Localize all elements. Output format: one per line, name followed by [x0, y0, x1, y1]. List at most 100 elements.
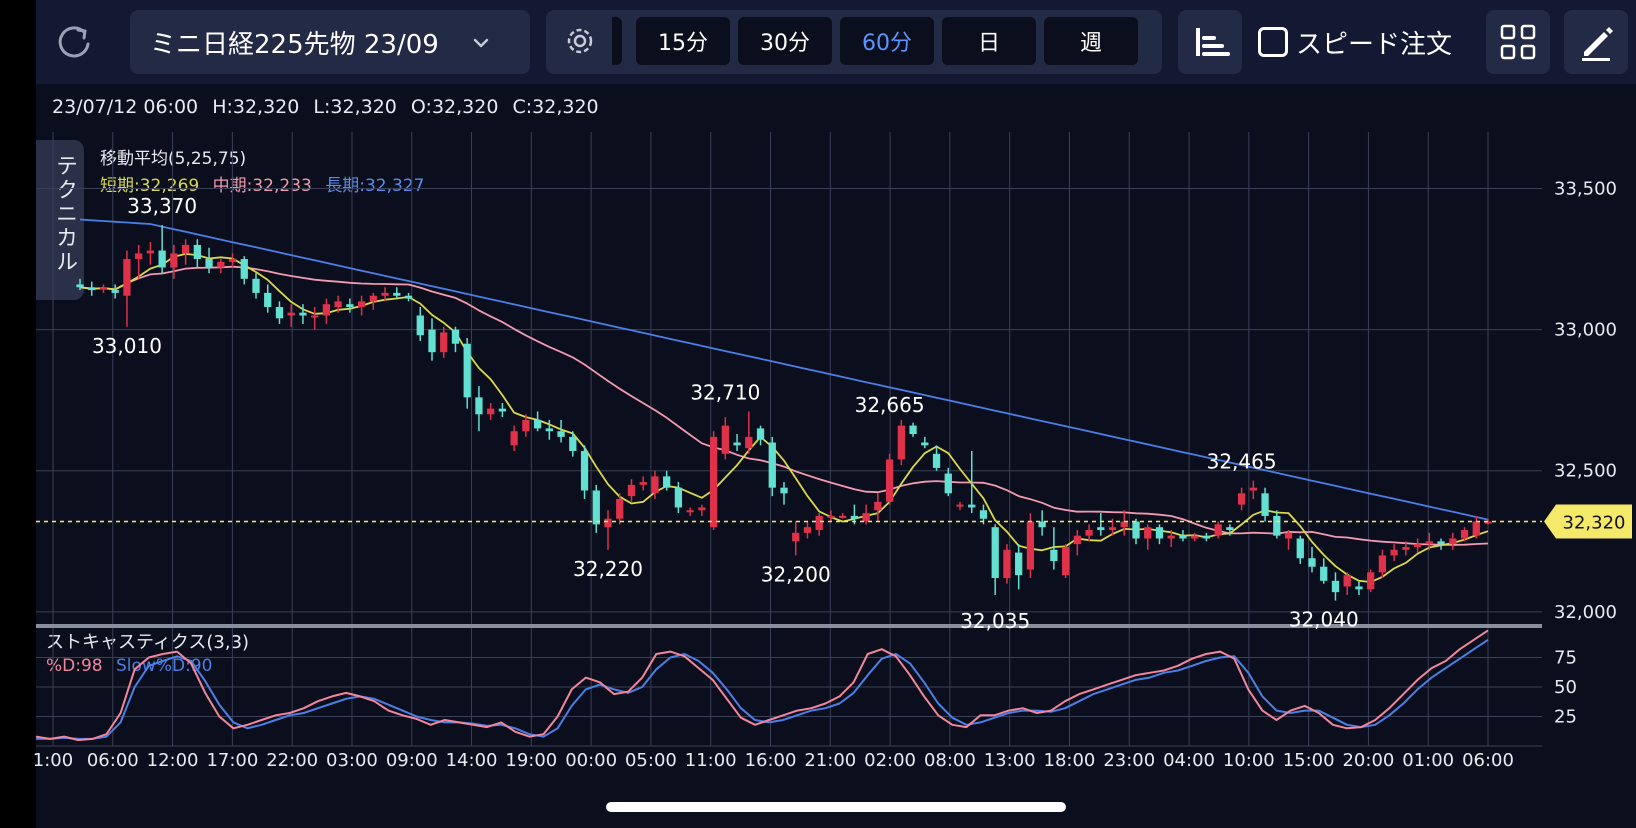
x-tick-label: 13:00 [984, 750, 1036, 771]
candle-body [1402, 546, 1410, 550]
x-tick-label: 20:00 [1342, 750, 1394, 771]
candle-body [968, 504, 976, 508]
candle-body [827, 515, 835, 518]
stoch-tick-label: 25 [1554, 707, 1577, 728]
ma-mid-label: 中期:32,233 [212, 176, 312, 196]
candle-body [874, 501, 882, 511]
ohlc-low: L:32,320 [313, 96, 397, 118]
refresh-button[interactable] [50, 18, 98, 66]
candle-body [1343, 575, 1351, 587]
candle-body [1367, 572, 1375, 590]
candle-body [1261, 493, 1269, 516]
layout-button[interactable] [1486, 10, 1550, 74]
tab-60min[interactable]: 60分 [840, 17, 934, 65]
candle-body [1484, 521, 1492, 524]
y-tick-label: 33,000 [1554, 320, 1617, 341]
x-tick-label: 06:00 [1462, 750, 1514, 771]
candle-body [756, 428, 765, 440]
chart-area [36, 0, 1636, 828]
x-tick-label: 22:00 [266, 750, 318, 771]
candle-body [792, 532, 800, 542]
candle-body [170, 253, 178, 268]
tab-day[interactable]: 日 [942, 17, 1036, 65]
speed-order-checkbox[interactable] [1258, 27, 1288, 57]
x-tick-label: 02:00 [864, 750, 916, 771]
candle-body [1355, 586, 1363, 590]
candle-body [1226, 527, 1234, 531]
candle-body [1050, 549, 1058, 562]
tab-15min[interactable]: 15分 [636, 17, 730, 65]
candle-body [592, 490, 600, 525]
candle-body [393, 292, 401, 296]
candle-body [193, 244, 201, 260]
candle-body [569, 436, 577, 451]
candle-body [921, 442, 929, 446]
stoch-tick-label: 75 [1554, 648, 1577, 669]
tab-week[interactable]: 週 [1044, 17, 1138, 65]
price-annotation: 32,710 [690, 380, 760, 404]
refresh-icon [58, 26, 90, 58]
candle-body [487, 408, 495, 415]
candle-body [1284, 532, 1293, 539]
candle-body [944, 473, 952, 494]
candle-body [217, 261, 225, 268]
candle-body [839, 515, 847, 518]
candle-body [1097, 527, 1105, 531]
candle-body [1132, 521, 1140, 539]
ohlc-high: H:32,320 [212, 96, 300, 118]
speed-order-label: スピード注文 [1296, 29, 1453, 60]
candle-body [1155, 527, 1164, 539]
stoch-title: ストキャスティクス(3,3) [46, 632, 250, 653]
candle-body [1038, 521, 1046, 528]
x-tick-label: 16:00 [745, 750, 797, 771]
x-tick-label: 03:00 [326, 750, 378, 771]
candle-body [815, 515, 823, 531]
ma-short-label: 短期:32,269 [100, 176, 200, 196]
grid-icon [1500, 24, 1536, 60]
settings-button[interactable] [554, 17, 618, 65]
candle-body [1472, 521, 1480, 536]
speed-order-toggle[interactable]: スピード注文 [1258, 22, 1452, 62]
stoch-d-line [35, 629, 1489, 742]
candle-body [428, 329, 436, 353]
candle-body [381, 292, 389, 296]
candle-body [1026, 521, 1035, 570]
candle-body [674, 487, 683, 508]
current-price-badge [1544, 504, 1632, 539]
price-annotation: 33,370 [127, 194, 197, 218]
y-tick-label: 32,500 [1554, 461, 1617, 482]
candle-body [475, 397, 483, 415]
technical-tab-label: テクニカル [52, 154, 77, 274]
candle-body [287, 312, 295, 316]
stoch-d-label: %D:98 [46, 656, 103, 676]
candle-body [498, 408, 507, 412]
candle-body [240, 259, 248, 279]
ohlc-close: C:32,320 [512, 96, 599, 118]
candle-body [510, 431, 518, 446]
technical-side-tab[interactable]: テクニカル [36, 140, 84, 300]
candle-body [1320, 566, 1328, 581]
candle-body [463, 343, 471, 398]
panel-separator [36, 624, 1542, 628]
candle-body [768, 442, 776, 488]
candle-body [932, 453, 941, 468]
candle-body [1273, 515, 1281, 536]
draw-button[interactable] [1564, 10, 1628, 74]
candle-body [1378, 555, 1387, 573]
candle-body [1061, 546, 1070, 576]
instrument-selector[interactable]: ミニ日経225先物 23/09 [130, 10, 530, 74]
candle-body [897, 425, 905, 460]
price-board-button[interactable] [1178, 10, 1242, 74]
pencil-icon [1582, 27, 1613, 61]
candle-body [311, 315, 319, 318]
ohlc-datetime: 23/07/12 06:00 [52, 96, 199, 118]
candle-body [76, 284, 84, 288]
candle-body [616, 498, 624, 519]
price-annotation: 32,200 [761, 562, 831, 586]
candle-body [604, 518, 612, 528]
candle-body [909, 425, 917, 435]
timeframe-divider [612, 17, 622, 65]
tab-30min[interactable]: 30分 [738, 17, 832, 65]
candle-body [111, 290, 119, 293]
